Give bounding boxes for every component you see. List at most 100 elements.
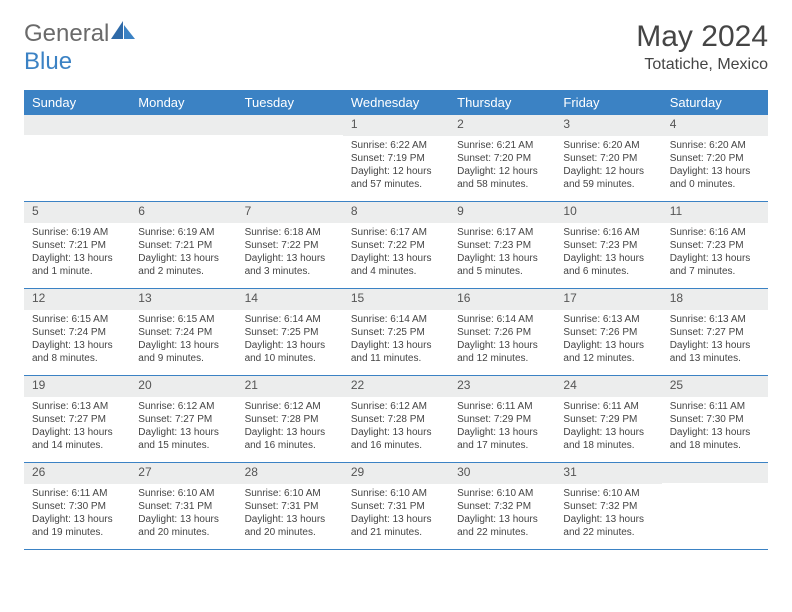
day-info-line: and 22 minutes. bbox=[457, 526, 547, 539]
day-number-empty bbox=[662, 463, 768, 483]
day-info-line: Sunrise: 6:19 AM bbox=[32, 226, 122, 239]
day-info-line: and 11 minutes. bbox=[351, 352, 441, 365]
day-info-line: Sunset: 7:20 PM bbox=[563, 152, 653, 165]
day-number: 15 bbox=[343, 289, 449, 310]
day-info-line: and 12 minutes. bbox=[457, 352, 547, 365]
day-info-line: Sunset: 7:23 PM bbox=[563, 239, 653, 252]
day-info-line: and 3 minutes. bbox=[245, 265, 335, 278]
calendar-grid: Sunday Monday Tuesday Wednesday Thursday… bbox=[24, 90, 768, 550]
day-info-line: Daylight: 13 hours bbox=[32, 426, 122, 439]
day-info-line: Daylight: 13 hours bbox=[351, 339, 441, 352]
day-number: 7 bbox=[237, 202, 343, 223]
day-info-line: Sunset: 7:30 PM bbox=[670, 413, 760, 426]
day-info-line: Sunrise: 6:12 AM bbox=[245, 400, 335, 413]
day-cell: 5Sunrise: 6:19 AMSunset: 7:21 PMDaylight… bbox=[24, 202, 130, 288]
day-info-line: Sunset: 7:21 PM bbox=[138, 239, 228, 252]
day-cell: 29Sunrise: 6:10 AMSunset: 7:31 PMDayligh… bbox=[343, 463, 449, 549]
brand-part1: General bbox=[24, 20, 109, 47]
day-info-line: Daylight: 13 hours bbox=[245, 339, 335, 352]
day-number: 28 bbox=[237, 463, 343, 484]
day-info-line: and 15 minutes. bbox=[138, 439, 228, 452]
day-body: Sunrise: 6:11 AMSunset: 7:30 PMDaylight:… bbox=[24, 484, 130, 545]
day-number: 18 bbox=[662, 289, 768, 310]
day-info-line: Sunset: 7:27 PM bbox=[32, 413, 122, 426]
day-cell: 20Sunrise: 6:12 AMSunset: 7:27 PMDayligh… bbox=[130, 376, 236, 462]
day-info-line: Sunrise: 6:16 AM bbox=[670, 226, 760, 239]
day-info-line: Sunset: 7:20 PM bbox=[670, 152, 760, 165]
day-cell bbox=[237, 115, 343, 201]
day-cell: 22Sunrise: 6:12 AMSunset: 7:28 PMDayligh… bbox=[343, 376, 449, 462]
day-body: Sunrise: 6:10 AMSunset: 7:31 PMDaylight:… bbox=[130, 484, 236, 545]
day-number: 25 bbox=[662, 376, 768, 397]
day-info-line: Daylight: 13 hours bbox=[138, 426, 228, 439]
day-info-line: Sunset: 7:32 PM bbox=[457, 500, 547, 513]
day-cell: 9Sunrise: 6:17 AMSunset: 7:23 PMDaylight… bbox=[449, 202, 555, 288]
day-info-line: Daylight: 13 hours bbox=[457, 252, 547, 265]
day-info-line: and 2 minutes. bbox=[138, 265, 228, 278]
day-info-line: Sunrise: 6:10 AM bbox=[457, 487, 547, 500]
day-info-line: Daylight: 13 hours bbox=[563, 513, 653, 526]
day-number: 6 bbox=[130, 202, 236, 223]
day-info-line: Sunrise: 6:14 AM bbox=[351, 313, 441, 326]
day-info-line: Sunset: 7:25 PM bbox=[351, 326, 441, 339]
day-info-line: Sunset: 7:24 PM bbox=[32, 326, 122, 339]
day-info-line: Sunset: 7:30 PM bbox=[32, 500, 122, 513]
day-info-line: Sunset: 7:20 PM bbox=[457, 152, 547, 165]
day-info-line: Sunset: 7:22 PM bbox=[245, 239, 335, 252]
page-header: GeneralBlue May 2024 Totatiche, Mexico bbox=[24, 20, 768, 76]
day-body: Sunrise: 6:14 AMSunset: 7:25 PMDaylight:… bbox=[343, 310, 449, 371]
day-info-line: and 7 minutes. bbox=[670, 265, 760, 278]
day-info-line: Sunrise: 6:22 AM bbox=[351, 139, 441, 152]
day-info-line: Sunrise: 6:16 AM bbox=[563, 226, 653, 239]
week-row: 1Sunrise: 6:22 AMSunset: 7:19 PMDaylight… bbox=[24, 115, 768, 202]
day-body: Sunrise: 6:22 AMSunset: 7:19 PMDaylight:… bbox=[343, 136, 449, 197]
day-number: 31 bbox=[555, 463, 661, 484]
day-info-line: and 18 minutes. bbox=[670, 439, 760, 452]
day-header-friday: Friday bbox=[555, 91, 661, 114]
day-info-line: Sunset: 7:27 PM bbox=[138, 413, 228, 426]
day-cell bbox=[130, 115, 236, 201]
day-number: 11 bbox=[662, 202, 768, 223]
day-info-line: Sunset: 7:23 PM bbox=[457, 239, 547, 252]
day-header-saturday: Saturday bbox=[662, 91, 768, 114]
day-header-row: Sunday Monday Tuesday Wednesday Thursday… bbox=[24, 90, 768, 115]
day-info-line: and 1 minute. bbox=[32, 265, 122, 278]
day-info-line: Sunrise: 6:13 AM bbox=[563, 313, 653, 326]
day-cell: 19Sunrise: 6:13 AMSunset: 7:27 PMDayligh… bbox=[24, 376, 130, 462]
day-info-line: and 19 minutes. bbox=[32, 526, 122, 539]
day-number: 9 bbox=[449, 202, 555, 223]
day-header-sunday: Sunday bbox=[24, 91, 130, 114]
day-number: 8 bbox=[343, 202, 449, 223]
day-info-line: Sunset: 7:21 PM bbox=[32, 239, 122, 252]
day-number: 20 bbox=[130, 376, 236, 397]
day-body: Sunrise: 6:13 AMSunset: 7:27 PMDaylight:… bbox=[662, 310, 768, 371]
day-info-line: Daylight: 13 hours bbox=[670, 426, 760, 439]
weeks-container: 1Sunrise: 6:22 AMSunset: 7:19 PMDaylight… bbox=[24, 115, 768, 550]
day-cell: 23Sunrise: 6:11 AMSunset: 7:29 PMDayligh… bbox=[449, 376, 555, 462]
day-cell: 3Sunrise: 6:20 AMSunset: 7:20 PMDaylight… bbox=[555, 115, 661, 201]
day-info-line: Sunset: 7:19 PM bbox=[351, 152, 441, 165]
day-cell: 24Sunrise: 6:11 AMSunset: 7:29 PMDayligh… bbox=[555, 376, 661, 462]
day-info-line: Sunrise: 6:10 AM bbox=[138, 487, 228, 500]
day-cell: 4Sunrise: 6:20 AMSunset: 7:20 PMDaylight… bbox=[662, 115, 768, 201]
day-info-line: and 10 minutes. bbox=[245, 352, 335, 365]
day-info-line: and 20 minutes. bbox=[245, 526, 335, 539]
day-number: 3 bbox=[555, 115, 661, 136]
day-body: Sunrise: 6:19 AMSunset: 7:21 PMDaylight:… bbox=[24, 223, 130, 284]
day-info-line: Daylight: 13 hours bbox=[563, 339, 653, 352]
day-info-line: Sunrise: 6:19 AM bbox=[138, 226, 228, 239]
day-info-line: Daylight: 13 hours bbox=[245, 513, 335, 526]
page-subtitle: Totatiche, Mexico bbox=[636, 56, 768, 74]
day-info-line: Sunset: 7:32 PM bbox=[563, 500, 653, 513]
day-info-line: Daylight: 13 hours bbox=[670, 165, 760, 178]
day-info-line: and 21 minutes. bbox=[351, 526, 441, 539]
week-row: 12Sunrise: 6:15 AMSunset: 7:24 PMDayligh… bbox=[24, 289, 768, 376]
day-info-line: Daylight: 13 hours bbox=[32, 339, 122, 352]
day-info-line: Sunrise: 6:12 AM bbox=[351, 400, 441, 413]
day-info-line: Sunrise: 6:21 AM bbox=[457, 139, 547, 152]
day-body: Sunrise: 6:11 AMSunset: 7:29 PMDaylight:… bbox=[555, 397, 661, 458]
day-number: 24 bbox=[555, 376, 661, 397]
day-number: 14 bbox=[237, 289, 343, 310]
brand-part2: Blue bbox=[24, 48, 72, 75]
day-info-line: and 9 minutes. bbox=[138, 352, 228, 365]
